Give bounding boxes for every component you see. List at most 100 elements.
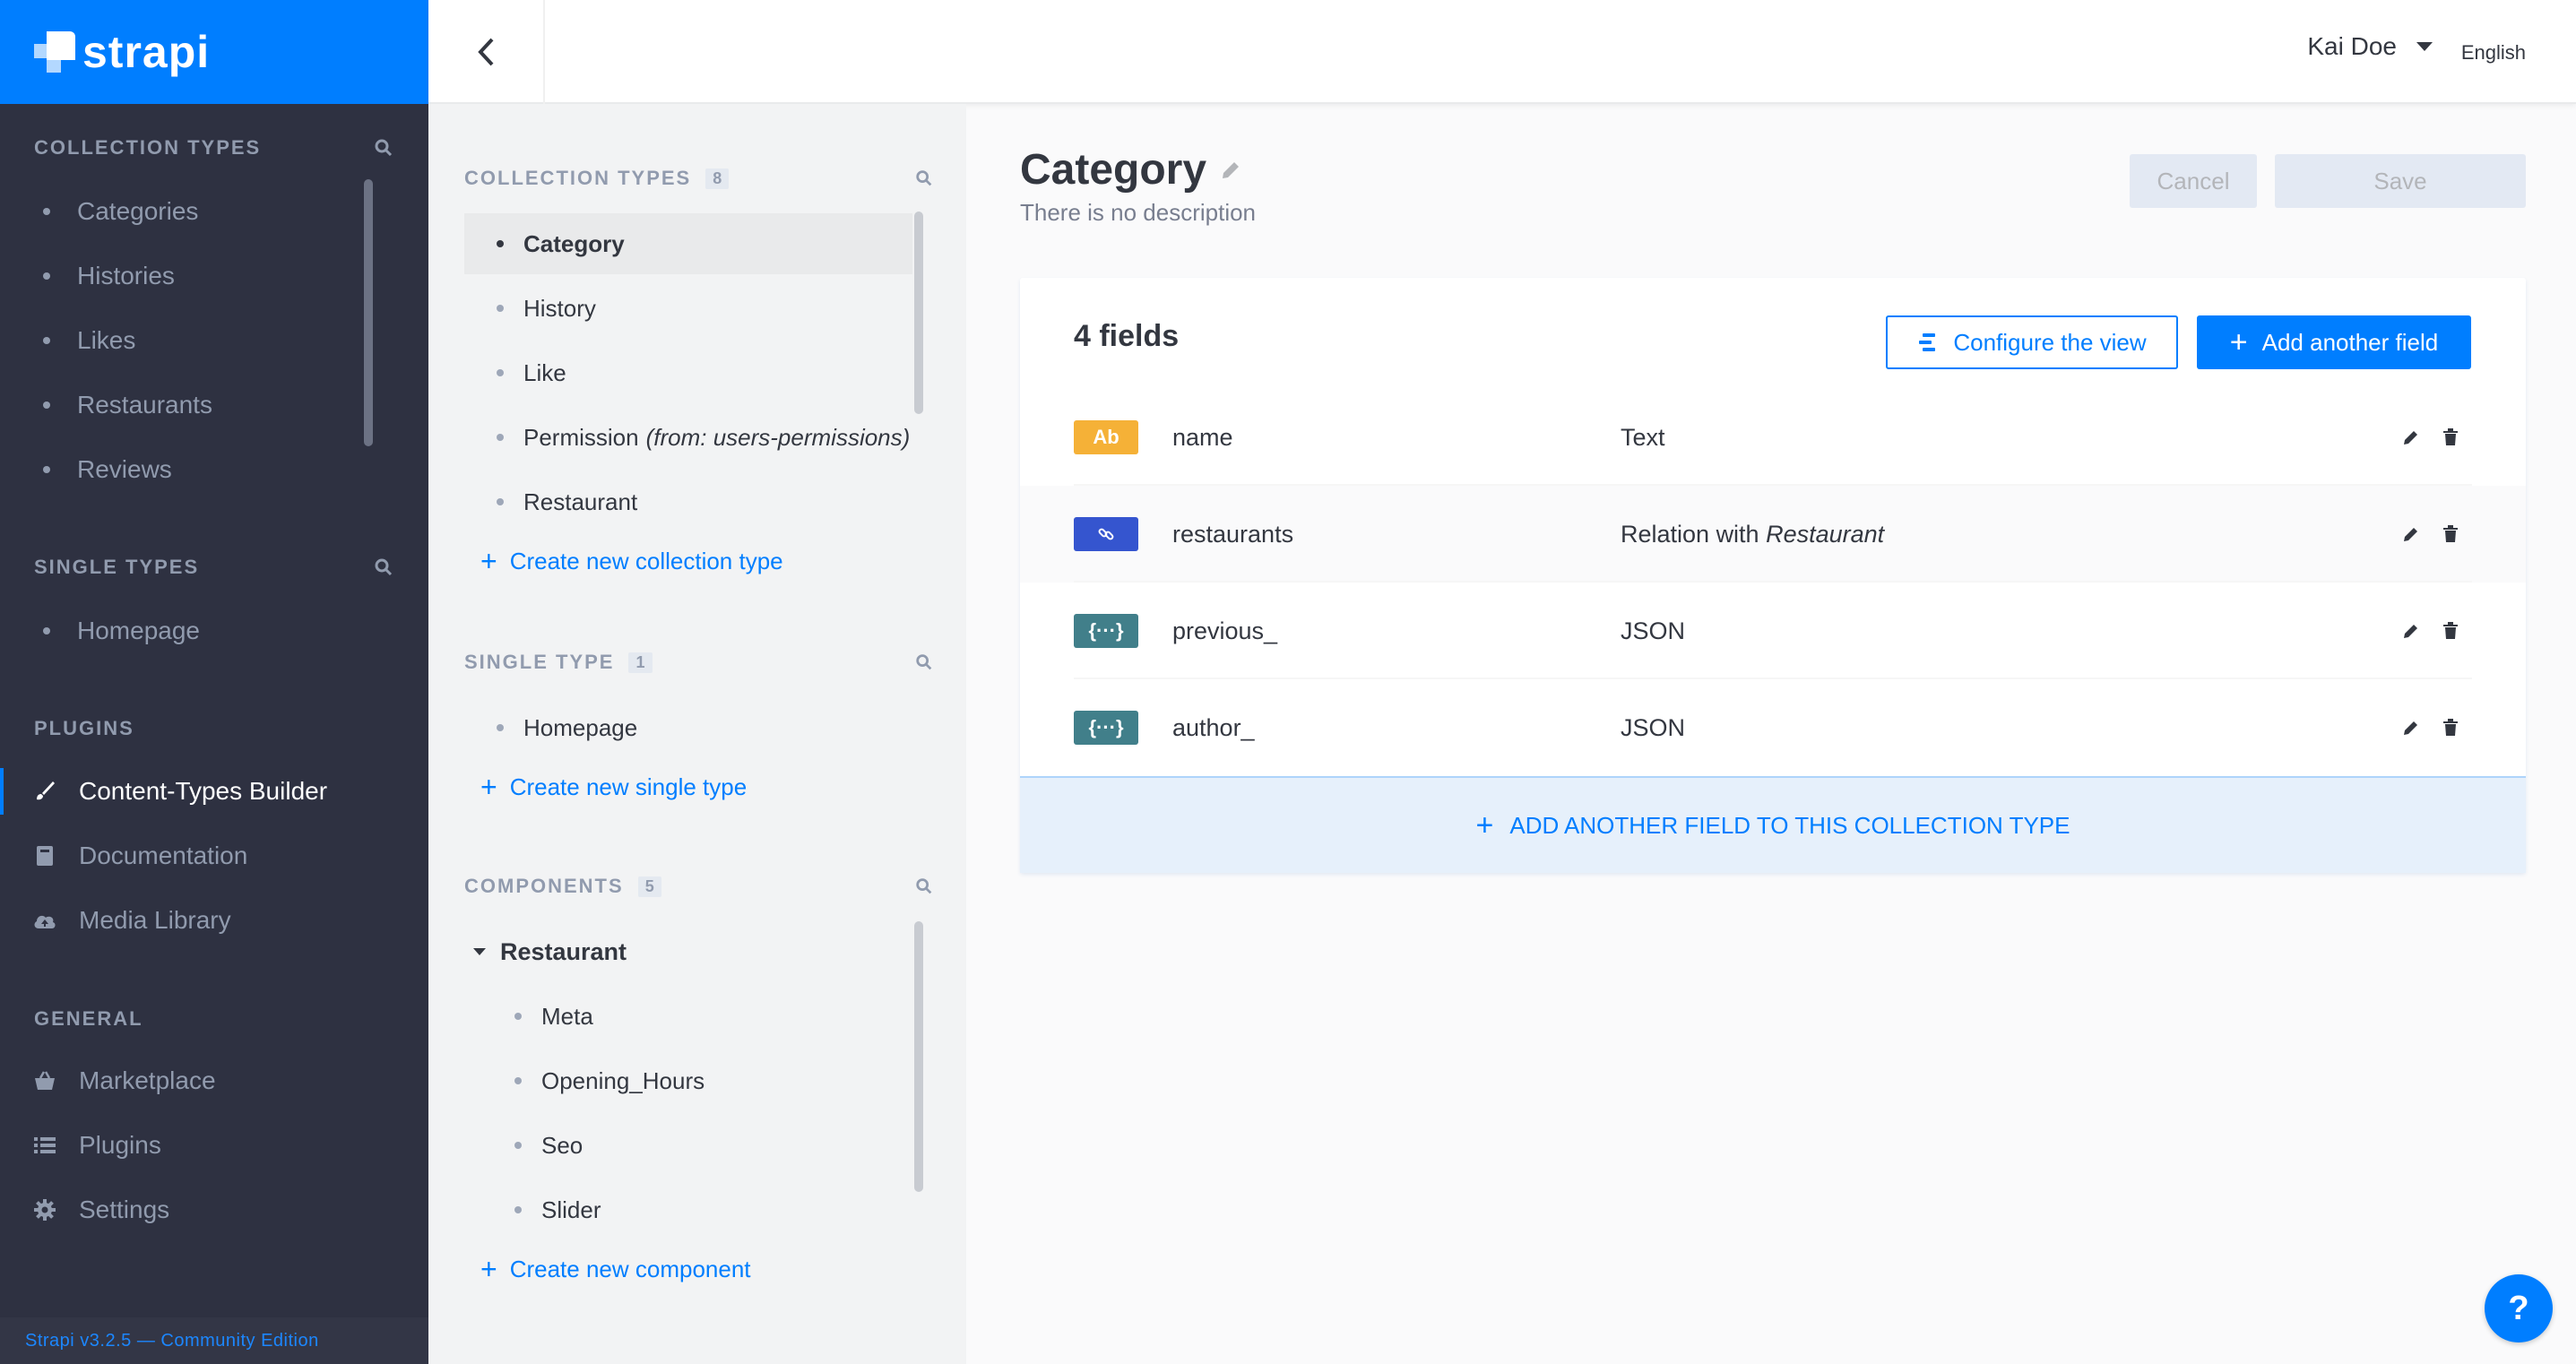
- component-group-restaurant[interactable]: Restaurant: [464, 921, 627, 982]
- side-item-label: Category: [523, 229, 625, 257]
- side-item-seo[interactable]: Seo: [464, 1115, 912, 1176]
- link-label: Create new component: [509, 1255, 751, 1282]
- add-field-to-collection-button[interactable]: + ADD ANOTHER FIELD TO THIS COLLECTION T…: [1020, 776, 2526, 873]
- plus-icon: +: [1475, 808, 1494, 842]
- search-icon[interactable]: [914, 168, 934, 188]
- side-item-opening-hours[interactable]: Opening_Hours: [464, 1050, 912, 1111]
- add-another-field-button[interactable]: + Add another field: [2197, 315, 2471, 369]
- field-row-name[interactable]: Ab name Text: [1020, 389, 2526, 486]
- link-label: Create new collection type: [509, 547, 783, 574]
- side-item-history[interactable]: History: [464, 278, 912, 339]
- nav-item-label: Documentation: [79, 842, 248, 869]
- back-button[interactable]: [428, 0, 545, 104]
- nav-item-documentation[interactable]: Documentation: [0, 824, 428, 888]
- nav-item-label: Settings: [79, 1196, 170, 1223]
- side-item-restaurant[interactable]: Restaurant: [464, 471, 912, 532]
- edit-icon[interactable]: [2400, 523, 2422, 545]
- side-item-label: Restaurant: [523, 488, 638, 515]
- side-item-meta[interactable]: Meta: [464, 986, 912, 1047]
- trash-icon[interactable]: [2440, 620, 2461, 642]
- count-badge: 8: [705, 168, 730, 189]
- relation-type-icon: [1074, 517, 1138, 551]
- nav-item-label: Content-Types Builder: [79, 777, 328, 805]
- side-item-source: (from: users-permissions): [645, 423, 911, 451]
- trash-icon[interactable]: [2440, 523, 2461, 545]
- language-selector[interactable]: English: [2460, 41, 2526, 64]
- content-types-sidebar: COLLECTION TYPES 8 Category History Like …: [428, 104, 966, 1364]
- nav-section-title: COLLECTION TYPES: [34, 136, 262, 159]
- text-type-icon: Ab: [1074, 420, 1138, 454]
- side-item-category[interactable]: Category: [464, 213, 912, 274]
- nav-item-categories[interactable]: Categories: [0, 179, 428, 244]
- save-button[interactable]: Save: [2275, 154, 2526, 208]
- field-row-previous[interactable]: {···} previous_ JSON: [1020, 583, 2526, 679]
- field-type: JSON: [1621, 617, 1686, 644]
- nav-item-homepage[interactable]: Homepage: [0, 599, 428, 663]
- bullet-icon: [514, 1077, 522, 1084]
- chevron-left-icon: [478, 38, 494, 66]
- help-button[interactable]: ?: [2485, 1274, 2553, 1342]
- nav-item-content-types-builder[interactable]: Content-Types Builder: [0, 759, 428, 824]
- nav-item-reviews[interactable]: Reviews: [0, 437, 428, 502]
- side-item-label: Homepage: [523, 713, 638, 741]
- cancel-button[interactable]: Cancel: [2130, 154, 2257, 208]
- user-menu[interactable]: Kai Doe: [2307, 32, 2433, 61]
- user-name: Kai Doe: [2307, 32, 2397, 60]
- nav-item-restaurants[interactable]: Restaurants: [0, 373, 428, 437]
- trash-icon[interactable]: [2440, 427, 2461, 448]
- side-item-label: Permission: [523, 423, 639, 451]
- side-section-title: COMPONENTS: [464, 875, 624, 897]
- nav-item-label: Reviews: [77, 455, 172, 483]
- bullet-icon: [497, 498, 504, 505]
- search-icon[interactable]: [914, 652, 934, 672]
- bullet-icon: [497, 369, 504, 376]
- field-row-author[interactable]: {···} author_ JSON: [1020, 679, 2526, 776]
- search-icon[interactable]: [373, 557, 394, 578]
- edit-icon[interactable]: [2400, 620, 2422, 642]
- cloud-icon: [32, 908, 57, 933]
- nav-item-media-library[interactable]: Media Library: [0, 888, 428, 953]
- nav-item-label: Marketplace: [79, 1066, 216, 1094]
- relation-target: Restaurant: [1766, 520, 1885, 548]
- bullet-icon: [497, 434, 504, 441]
- trash-icon[interactable]: [2440, 717, 2461, 738]
- nav-item-marketplace[interactable]: Marketplace: [0, 1049, 428, 1113]
- component-group-label: Restaurant: [500, 937, 627, 965]
- nav-scrollbar[interactable]: [364, 179, 373, 446]
- search-icon[interactable]: [373, 137, 394, 159]
- nav-item-label: Categories: [77, 197, 199, 225]
- edit-icon[interactable]: [2400, 717, 2422, 738]
- field-row-restaurants[interactable]: restaurants Relation with Restaurant: [1020, 486, 2526, 583]
- create-single-type-link[interactable]: + Create new single type: [480, 773, 747, 801]
- nav-section-title: PLUGINS: [34, 717, 134, 739]
- nav-item-plugins[interactable]: Plugins: [0, 1113, 428, 1178]
- nav-item-likes[interactable]: Likes: [0, 308, 428, 373]
- side-scrollbar[interactable]: [914, 921, 923, 1192]
- nav-item-settings[interactable]: Settings: [0, 1178, 428, 1242]
- side-item-label: Seo: [541, 1131, 583, 1159]
- side-item-permission[interactable]: Permission (from: users-permissions): [464, 407, 912, 468]
- create-component-link[interactable]: + Create new component: [480, 1255, 751, 1283]
- basket-icon: [32, 1068, 57, 1093]
- brand-logo[interactable]: strapi: [0, 0, 428, 104]
- button-label: Configure the view: [1953, 328, 2147, 356]
- pencil-icon[interactable]: [1219, 159, 1242, 182]
- side-item-like[interactable]: Like: [464, 342, 912, 403]
- bullet-icon: [43, 272, 50, 280]
- nav-item-label: Restaurants: [77, 391, 212, 419]
- side-item-label: Meta: [541, 1002, 593, 1030]
- configure-view-button[interactable]: Configure the view: [1886, 315, 2178, 369]
- bullet-icon: [514, 1013, 522, 1020]
- page-description: There is no description: [1020, 199, 1257, 226]
- nav-item-histories[interactable]: Histories: [0, 244, 428, 308]
- side-scrollbar[interactable]: [914, 212, 923, 414]
- side-item-slider[interactable]: Slider: [464, 1179, 912, 1240]
- json-type-icon: {···}: [1074, 614, 1138, 648]
- field-type: Relation with Restaurant: [1621, 521, 1884, 548]
- edit-icon[interactable]: [2400, 427, 2422, 448]
- create-collection-type-link[interactable]: + Create new collection type: [480, 547, 783, 575]
- side-item-homepage[interactable]: Homepage: [464, 697, 912, 758]
- search-icon[interactable]: [914, 876, 934, 896]
- version-footer[interactable]: Strapi v3.2.5 — Community Edition: [0, 1317, 428, 1364]
- nav-item-label: Histories: [77, 262, 175, 289]
